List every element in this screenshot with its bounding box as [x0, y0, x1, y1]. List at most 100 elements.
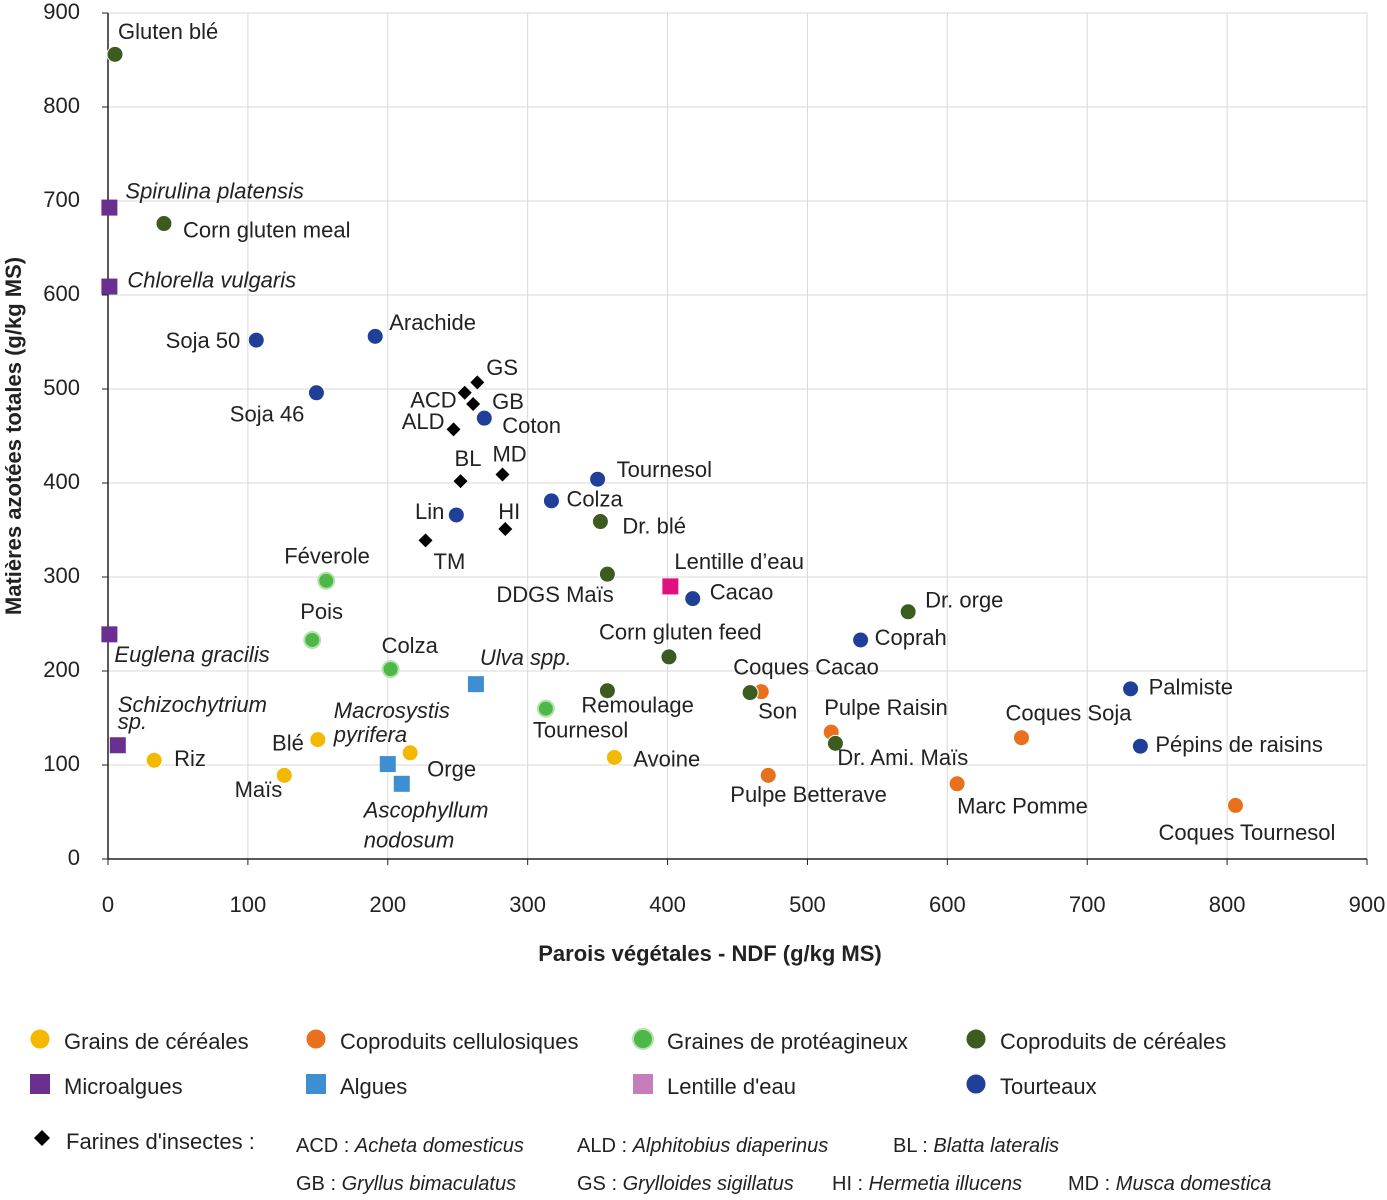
point — [101, 626, 118, 643]
x-tick-label: 600 — [929, 892, 966, 917]
point-label: Coques Cacao — [733, 654, 879, 679]
point-label: ACD — [410, 388, 456, 413]
point — [498, 522, 513, 537]
point — [317, 571, 336, 590]
legend-label: Farines d'insectes : — [66, 1129, 255, 1154]
y-tick-label: 500 — [43, 375, 80, 400]
point-label: MD — [492, 441, 526, 466]
point-label: GB — [492, 389, 524, 414]
insect-abbr: ALD : — [577, 1135, 633, 1157]
x-tick-label: 700 — [1069, 892, 1106, 917]
point-label: Schizochytrium — [118, 692, 267, 717]
y-tick-label: 800 — [43, 93, 80, 118]
legend-marker — [29, 1028, 51, 1050]
legend-label: Lentille d'eau — [667, 1074, 796, 1099]
point — [470, 375, 485, 390]
point-label: nodosum — [364, 828, 455, 853]
point-label: Soja 46 — [230, 402, 305, 427]
point-label: ALD — [402, 409, 445, 434]
point — [495, 467, 510, 482]
point — [401, 744, 419, 762]
point — [536, 699, 555, 718]
point-label: Colza — [382, 633, 439, 658]
point-label: Ulva spp. — [480, 645, 572, 670]
point-label: Avoine — [633, 746, 700, 771]
legend-marker — [306, 1074, 326, 1094]
point-label: Marc Pomme — [957, 794, 1088, 819]
legend-label: Coproduits de céréales — [1000, 1029, 1226, 1054]
point — [542, 492, 560, 510]
point-label: Corn gluten meal — [183, 217, 351, 242]
point — [379, 756, 396, 773]
point-label: Riz — [174, 746, 206, 771]
legend-label: Grains de céréales — [64, 1029, 249, 1054]
point-label: Dr. Ami. Maïs — [837, 745, 968, 770]
point — [591, 513, 609, 531]
point — [366, 327, 384, 345]
point-label: Dr. orge — [925, 588, 1003, 613]
insect-key: ALD : Alphitobius diaperinus — [577, 1135, 828, 1157]
point-label: Macrosystis — [334, 698, 450, 723]
point-label: Pépins de raisins — [1155, 732, 1323, 757]
point — [598, 565, 616, 583]
y-tick-label: 300 — [43, 563, 80, 588]
point — [466, 397, 481, 412]
point — [759, 766, 777, 784]
point — [155, 215, 173, 233]
point-label: DDGS Maïs — [496, 582, 613, 607]
point — [826, 734, 844, 752]
point — [467, 676, 484, 693]
insect-abbr: ACD : — [296, 1135, 355, 1157]
point — [852, 631, 870, 649]
insect-key: MD : Musca domestica — [1068, 1173, 1271, 1195]
x-tick-label: 800 — [1209, 892, 1246, 917]
point — [247, 331, 265, 349]
legend-label: Microalgues — [64, 1074, 183, 1099]
point-label: Soja 50 — [166, 328, 241, 353]
point-label: Tournesol — [533, 717, 628, 742]
y-tick-label: 0 — [68, 845, 80, 870]
legend-marker — [633, 1074, 653, 1094]
point-label: Dr. blé — [622, 513, 686, 538]
point-label: Remoulage — [581, 693, 694, 718]
point-label: Coton — [502, 413, 561, 438]
point — [662, 578, 679, 595]
legend-label: Coproduits cellulosiques — [340, 1029, 578, 1054]
point-label: Féverole — [284, 544, 370, 569]
point — [381, 660, 400, 679]
point-label: Pois — [300, 599, 343, 624]
point — [660, 648, 678, 666]
insect-name: Blatta lateralis — [933, 1135, 1059, 1157]
insect-name: Acheta domesticus — [354, 1135, 524, 1157]
insect-abbr: GS : — [577, 1173, 623, 1195]
insect-key: BL : Blatta lateralis — [893, 1135, 1059, 1157]
point — [453, 474, 468, 489]
point — [589, 470, 607, 488]
point-label: Coques Soja — [1005, 701, 1132, 726]
point — [1227, 796, 1245, 814]
point-label: HI — [498, 499, 520, 524]
insect-name: Hermetia illucens — [869, 1173, 1022, 1195]
point-label: Maïs — [235, 777, 283, 802]
insect-abbr: MD : — [1068, 1173, 1116, 1195]
legend-marker — [965, 1028, 987, 1050]
point — [393, 775, 410, 792]
y-tick-label: 100 — [43, 751, 80, 776]
point-label: Corn gluten feed — [599, 620, 762, 645]
point — [145, 751, 163, 769]
x-tick-label: 400 — [649, 892, 686, 917]
point — [109, 737, 126, 754]
point — [303, 630, 322, 649]
point — [741, 684, 759, 702]
x-tick-label: 900 — [1349, 892, 1386, 917]
legend-marker — [30, 1074, 50, 1094]
point-label: Son — [758, 698, 797, 723]
point-label: Pulpe Raisin — [824, 695, 948, 720]
insect-name: Grylloides sigillatus — [623, 1173, 794, 1195]
point-label: Euglena gracilis — [114, 642, 269, 667]
point — [684, 590, 702, 608]
point — [899, 603, 917, 621]
y-tick-label: 700 — [43, 187, 80, 212]
point — [598, 682, 616, 700]
point-label: Gluten blé — [118, 19, 218, 44]
